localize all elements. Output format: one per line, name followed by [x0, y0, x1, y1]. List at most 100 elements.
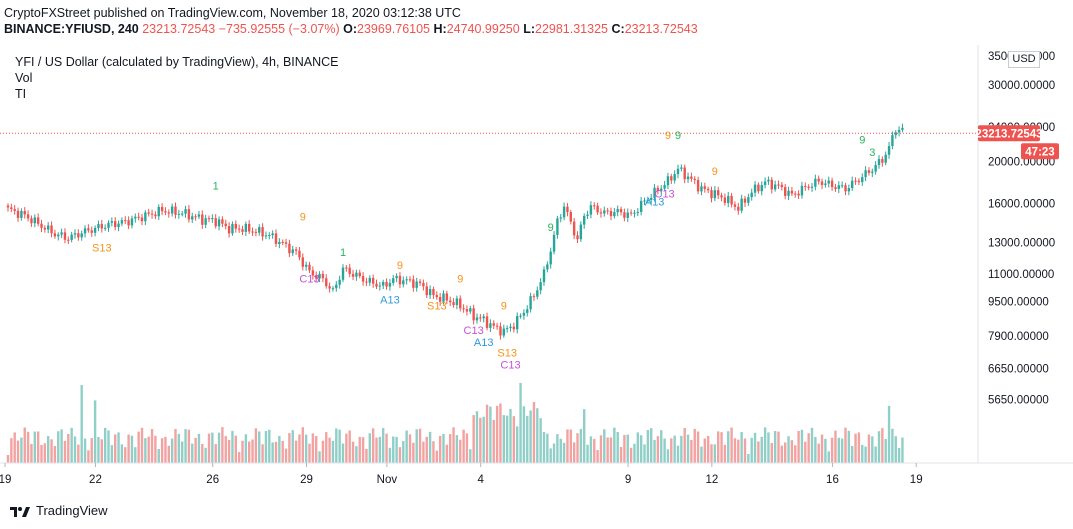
candle-body	[331, 288, 335, 290]
volume-bar	[6, 455, 10, 463]
candle-body	[234, 223, 237, 229]
candle-body	[810, 186, 814, 188]
candle-body	[760, 185, 763, 192]
candle-body	[144, 212, 147, 222]
candle-body	[676, 168, 680, 175]
candle-body	[827, 180, 830, 184]
td-annotation-label: A13	[645, 197, 665, 209]
candle-body	[787, 190, 790, 196]
volume-bar	[670, 438, 673, 463]
volume-bar	[355, 446, 358, 463]
candle-body	[857, 180, 861, 183]
candle-body	[720, 195, 723, 198]
volume-bar	[100, 439, 103, 463]
volume-bar	[170, 438, 174, 463]
candle-body	[780, 184, 784, 188]
volume-bar	[485, 404, 489, 463]
volume-bar	[140, 427, 144, 463]
candle-body	[211, 218, 214, 220]
volume-bar	[599, 435, 603, 463]
legend-vol[interactable]: Vol	[15, 71, 33, 85]
volume-bar	[191, 443, 194, 463]
candle-body	[248, 223, 251, 232]
volume-bar	[814, 436, 817, 463]
time-axis[interactable]: 19 22 26 29 Nov 4 9 12 16 19	[0, 463, 923, 486]
candle-body	[87, 228, 90, 231]
candle-body	[6, 205, 10, 208]
time-tick-label: 12	[705, 474, 718, 486]
candle-body	[532, 296, 536, 298]
volume-bar	[442, 433, 445, 463]
legend-ti[interactable]: TI	[15, 87, 27, 101]
volume-bar	[770, 443, 773, 463]
volume-bar	[643, 444, 646, 463]
volume-bar	[341, 443, 345, 463]
time-tick-label: 19	[0, 474, 11, 486]
candle-body	[371, 277, 375, 284]
candle-body	[743, 198, 747, 203]
volume-bar	[402, 441, 405, 463]
volume-bar	[881, 428, 884, 463]
volume-bar	[593, 438, 596, 463]
volume-bar	[211, 432, 214, 463]
candle-body	[800, 185, 804, 196]
volume-bar	[787, 436, 790, 463]
candle-body	[770, 179, 773, 190]
candle-body	[546, 264, 549, 270]
volume-bar	[301, 427, 304, 463]
candle-body	[181, 213, 184, 215]
volume-bar	[20, 437, 23, 463]
volume-bar	[459, 439, 462, 463]
volume-bar	[743, 438, 747, 463]
td-annotation-label: 9	[859, 134, 865, 146]
candle-body	[690, 176, 693, 179]
volume-bar	[673, 435, 676, 463]
candle-body	[660, 188, 663, 192]
volume-bar	[398, 447, 402, 463]
volume-bar	[204, 447, 207, 463]
volume-bar	[827, 451, 830, 463]
volume-bar	[861, 444, 864, 463]
candle-body	[395, 275, 398, 279]
candle-body	[100, 224, 103, 229]
volume-bar	[90, 438, 93, 463]
candle-body	[572, 221, 576, 236]
volume-bar	[820, 434, 824, 463]
td-annotation-label: C13	[655, 189, 675, 201]
candle-body	[693, 178, 696, 180]
volume-bar	[144, 438, 147, 463]
volume-bar	[626, 434, 629, 463]
candle-body	[110, 221, 114, 223]
candle-body	[673, 174, 676, 181]
volume-bar	[556, 434, 559, 463]
volume-bar	[773, 431, 777, 463]
volume-bar	[368, 433, 371, 463]
volume-bar	[683, 427, 686, 463]
volume-bar	[854, 433, 857, 463]
candle-body	[519, 315, 522, 317]
published-text: CryptoFXStreet published on TradingView.…	[4, 6, 461, 20]
legend-title[interactable]: YFI / US Dollar (calculated by TradingVi…	[15, 55, 339, 69]
candle-body	[844, 185, 847, 192]
time-tick-label: 19	[910, 474, 923, 486]
volume-bar	[874, 446, 877, 463]
volume-bar	[479, 417, 482, 463]
volume-bar	[763, 427, 767, 463]
candle-body	[650, 197, 653, 200]
volume-bar	[157, 448, 160, 463]
candle-body	[204, 218, 207, 225]
currency-button[interactable]: USD	[1008, 51, 1040, 68]
price-tick-label: 5650.00000	[988, 394, 1049, 406]
candle-body	[646, 199, 650, 201]
candle-body	[492, 323, 495, 326]
candle-body	[435, 295, 438, 298]
volume-bar	[224, 436, 227, 463]
volume-bar	[740, 432, 743, 463]
volume-bar	[184, 429, 187, 463]
volume-bar	[619, 446, 623, 463]
footer-brand[interactable]: TradingView	[10, 503, 108, 518]
candle-body	[157, 206, 160, 217]
volume-bar	[325, 432, 328, 463]
candle-body	[438, 297, 442, 302]
